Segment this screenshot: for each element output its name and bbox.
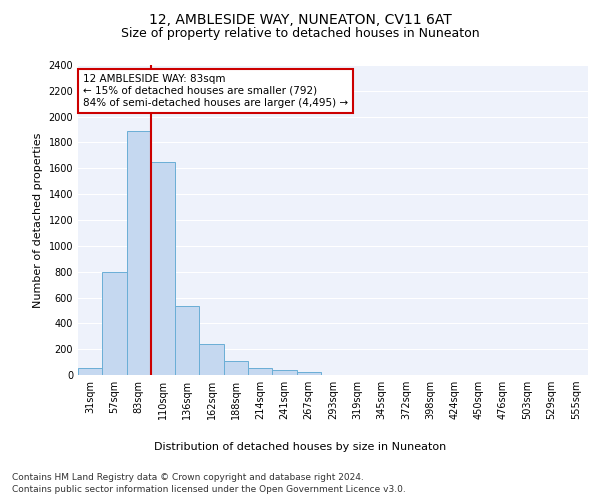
Bar bbox=[175, 306, 199, 375]
Bar bbox=[78, 368, 102, 375]
Bar bbox=[127, 131, 151, 375]
Text: 12 AMBLESIDE WAY: 83sqm
← 15% of detached houses are smaller (792)
84% of semi-d: 12 AMBLESIDE WAY: 83sqm ← 15% of detache… bbox=[83, 74, 348, 108]
Text: Distribution of detached houses by size in Nuneaton: Distribution of detached houses by size … bbox=[154, 442, 446, 452]
Text: 12, AMBLESIDE WAY, NUNEATON, CV11 6AT: 12, AMBLESIDE WAY, NUNEATON, CV11 6AT bbox=[149, 12, 451, 26]
Bar bbox=[151, 162, 175, 375]
Bar bbox=[224, 362, 248, 375]
Bar bbox=[272, 370, 296, 375]
Bar bbox=[248, 368, 272, 375]
Text: Contains HM Land Registry data © Crown copyright and database right 2024.: Contains HM Land Registry data © Crown c… bbox=[12, 472, 364, 482]
Y-axis label: Number of detached properties: Number of detached properties bbox=[33, 132, 43, 308]
Bar bbox=[296, 372, 321, 375]
Text: Contains public sector information licensed under the Open Government Licence v3: Contains public sector information licen… bbox=[12, 485, 406, 494]
Text: Size of property relative to detached houses in Nuneaton: Size of property relative to detached ho… bbox=[121, 28, 479, 40]
Bar bbox=[199, 344, 224, 375]
Bar bbox=[102, 272, 127, 375]
